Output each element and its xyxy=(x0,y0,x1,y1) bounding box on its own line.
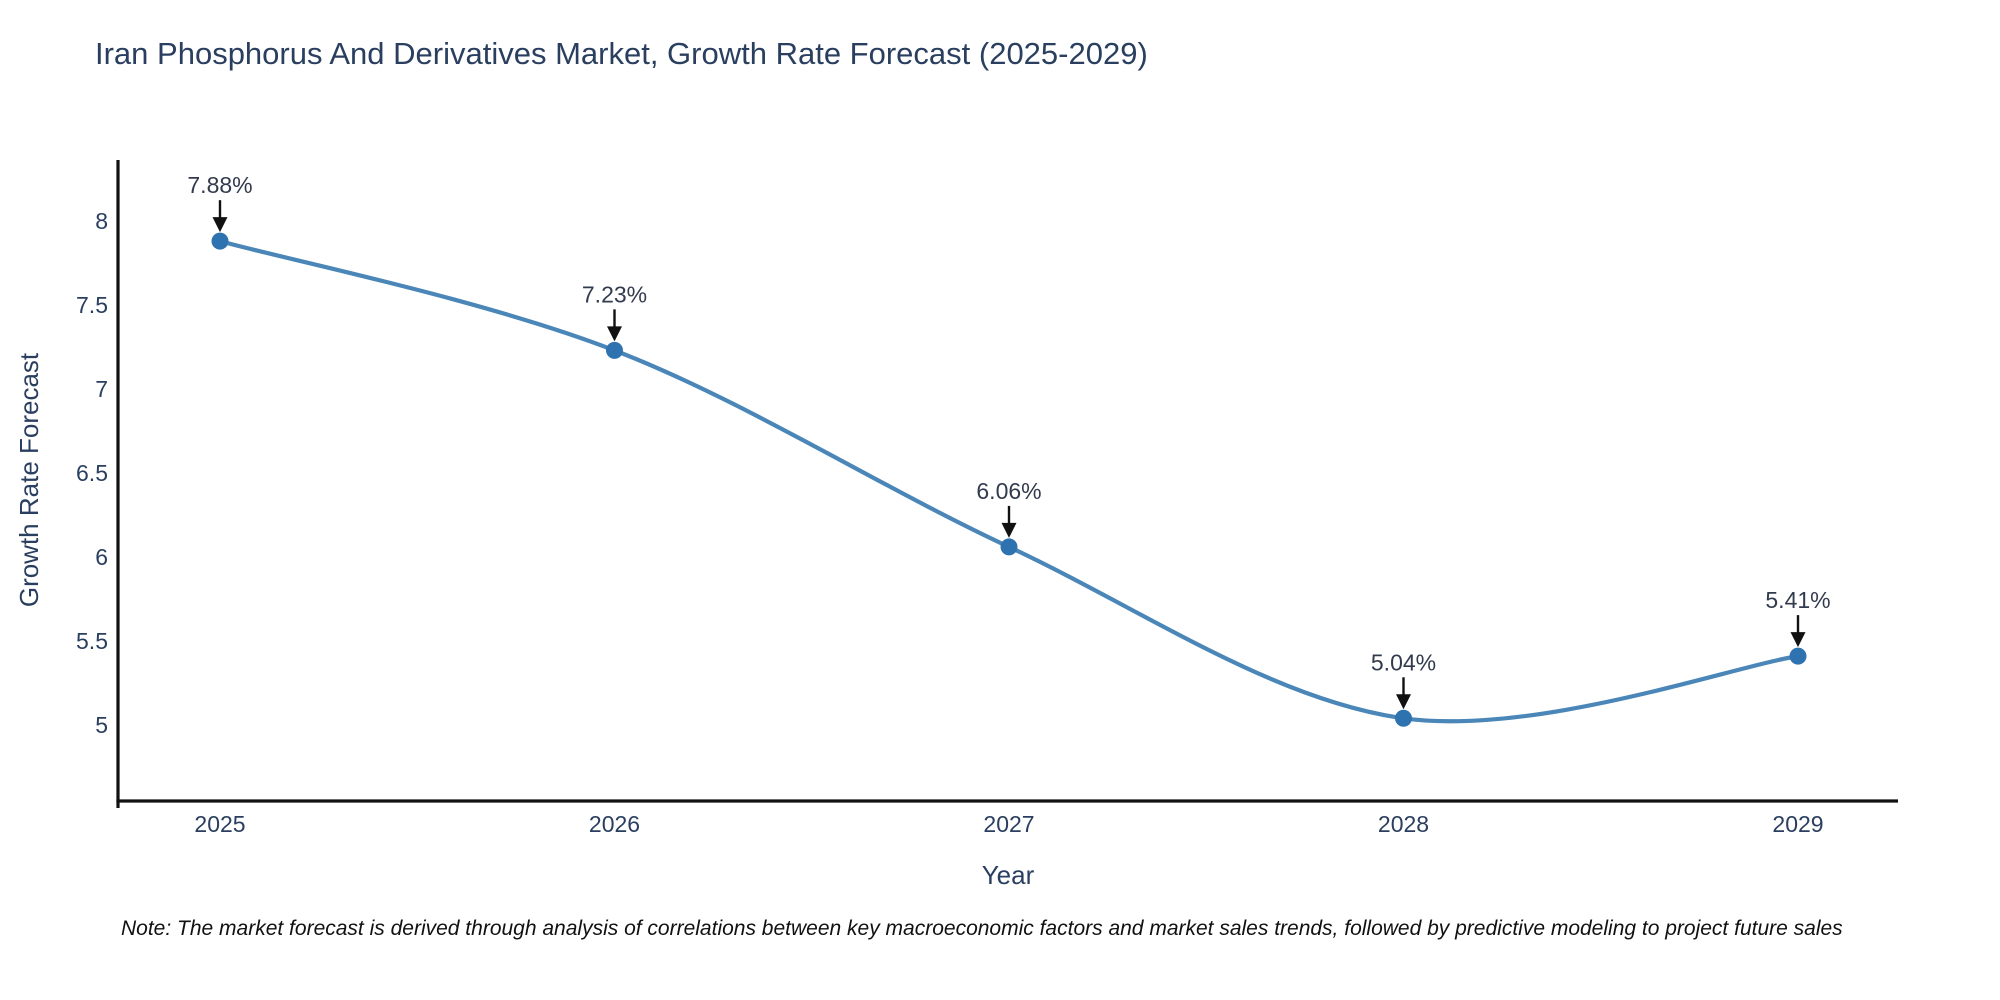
data-point-markers xyxy=(211,232,1807,727)
annotation-arrowhead-icon xyxy=(1001,522,1017,538)
x-axis-tick-labels: 2025 2026 2027 2028 2029 xyxy=(194,811,1823,837)
point-value-label: 5.04% xyxy=(1371,649,1436,675)
y-tick-label: 6 xyxy=(95,544,108,570)
y-tick-label: 5 xyxy=(95,712,108,738)
point-value-label: 6.06% xyxy=(976,478,1041,504)
x-tick-label: 2028 xyxy=(1378,811,1429,837)
y-axis-title: Growth Rate Forecast xyxy=(14,352,44,607)
data-point-marker xyxy=(1395,709,1412,727)
data-point-marker xyxy=(211,232,229,250)
point-value-label: 7.23% xyxy=(582,281,647,307)
x-tick-label: 2026 xyxy=(589,811,640,837)
y-tick-label: 5.5 xyxy=(76,628,108,654)
y-axis-tick-labels: 5 5.5 6 6.5 7 7.5 8 xyxy=(76,208,108,738)
x-axis-title: Year xyxy=(982,860,1035,890)
y-tick-label: 7.5 xyxy=(76,292,108,318)
x-tick-label: 2029 xyxy=(1772,811,1823,837)
annotation-arrowhead-icon xyxy=(212,217,228,233)
y-tick-label: 7 xyxy=(95,376,108,402)
data-point-marker xyxy=(1789,647,1807,665)
x-tick-label: 2027 xyxy=(983,811,1034,837)
point-value-label: 5.41% xyxy=(1765,587,1830,613)
annotation-arrowhead-icon xyxy=(607,326,622,342)
data-point-marker xyxy=(606,341,623,359)
footnote: Note: The market forecast is derived thr… xyxy=(121,917,1843,940)
y-tick-label: 8 xyxy=(95,208,108,234)
point-annotations: 7.88% 7.23% 6.06% 5.04% 5.41% xyxy=(187,172,1831,710)
x-tick-label: 2025 xyxy=(194,811,245,837)
annotation-arrowhead-icon xyxy=(1396,694,1411,710)
chart-title: Iran Phosphorus And Derivatives Market, … xyxy=(95,36,1148,71)
y-tick-label: 6.5 xyxy=(76,460,108,486)
point-value-label: 7.88% xyxy=(187,172,252,198)
axes xyxy=(116,160,1898,808)
annotation-arrowhead-icon xyxy=(1790,632,1806,648)
data-point-marker xyxy=(1000,538,1018,556)
